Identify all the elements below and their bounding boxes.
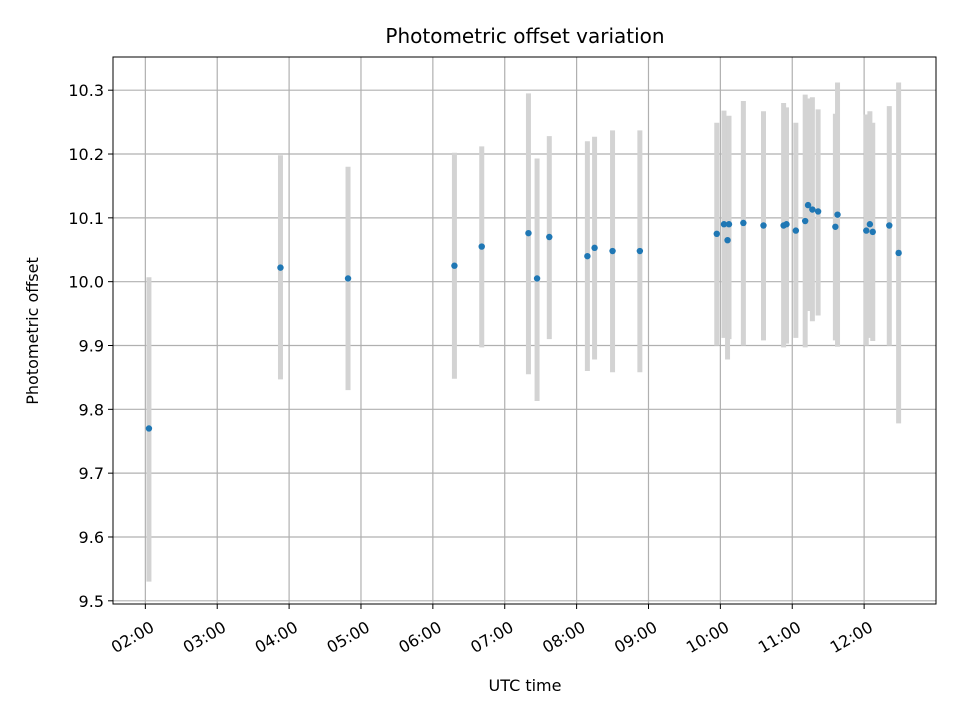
y-tick-label: 10.1 [68,209,104,228]
data-point [863,227,870,234]
data-point [725,221,733,228]
y-tick-label: 9.8 [79,400,104,419]
data-point [713,230,720,238]
data-point [344,275,352,282]
y-tick-label: 10.2 [68,145,104,164]
data-point [814,208,822,215]
data-point [801,217,809,225]
data-point [724,236,731,244]
data-point [609,247,616,255]
data-points [145,201,902,432]
data-point [720,221,728,228]
data-point [886,222,893,229]
data-point [832,223,839,230]
data-point [792,227,800,234]
data-point [804,201,812,209]
data-point [145,425,153,432]
data-point [834,211,841,218]
data-point [895,249,902,257]
data-point [636,247,644,255]
y-tick-label: 10.3 [68,81,104,100]
y-axis-ticks: 9.5 9.6 9.7 9.8 9.9 10.0 10.1 10.2 10.3 [68,81,113,611]
data-point [451,262,458,269]
y-tick-label: 9.7 [79,464,104,483]
data-point [740,219,747,227]
y-tick-label: 9.9 [79,336,104,355]
plot-frame [112,56,937,605]
x-axis-label: UTC time [489,676,562,695]
data-point [533,275,541,282]
y-tick-label: 10.0 [68,273,104,292]
data-point [591,244,598,252]
data-point [760,222,767,229]
y-axis-label: Photometric offset [23,257,42,405]
data-point [277,264,284,271]
data-point [584,252,591,260]
data-point [546,233,553,241]
y-tick-label: 9.5 [79,592,104,611]
chart-title: Photometric offset variation [385,24,664,48]
data-point [866,221,874,228]
data-point [783,221,790,228]
data-point [809,206,816,213]
data-point [525,229,532,237]
y-tick-label: 9.6 [79,528,104,547]
data-point [869,228,876,236]
data-point [478,243,485,250]
